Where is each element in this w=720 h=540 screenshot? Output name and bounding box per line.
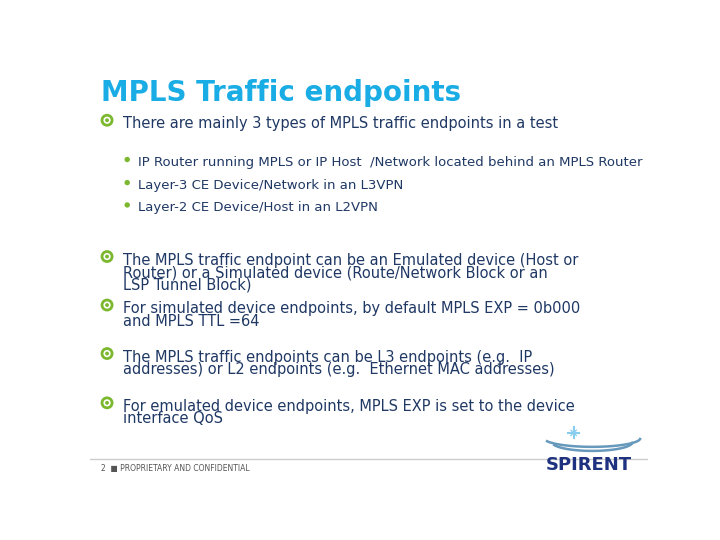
Text: For emulated device endpoints, MPLS EXP is set to the device: For emulated device endpoints, MPLS EXP … [122,399,575,414]
Text: SPIRENT: SPIRENT [545,456,631,474]
Text: Layer-3 CE Device/Network in an L3VPN: Layer-3 CE Device/Network in an L3VPN [138,179,403,192]
Text: The MPLS traffic endpoints can be L3 endpoints (e.g.  IP: The MPLS traffic endpoints can be L3 end… [122,350,532,364]
Text: IP Router running MPLS or IP Host  /Network located behind an MPLS Router: IP Router running MPLS or IP Host /Netwo… [138,156,642,168]
Text: interface QoS: interface QoS [122,411,222,426]
Text: Router) or a Simulated device (Route/Network Block or an: Router) or a Simulated device (Route/Net… [122,265,547,280]
Circle shape [105,352,109,355]
Circle shape [125,180,130,185]
Text: 2  ■ PROPRIETARY AND CONFIDENTIAL: 2 ■ PROPRIETARY AND CONFIDENTIAL [101,464,249,472]
Circle shape [125,157,130,162]
Text: MPLS Traffic endpoints: MPLS Traffic endpoints [101,79,461,107]
Circle shape [105,118,109,122]
Text: LSP Tunnel Block): LSP Tunnel Block) [122,278,251,292]
Circle shape [105,303,109,307]
Text: addresses) or L2 endpoints (e.g.  Ethernet MAC addresses): addresses) or L2 endpoints (e.g. Etherne… [122,362,554,377]
Text: and MPLS TTL =64: and MPLS TTL =64 [122,314,259,328]
Circle shape [125,202,130,208]
Text: Layer-2 CE Device/Host in an L2VPN: Layer-2 CE Device/Host in an L2VPN [138,201,378,214]
Circle shape [105,401,109,405]
Text: For simulated device endpoints, by default MPLS EXP = 0b000: For simulated device endpoints, by defau… [122,301,580,316]
Text: There are mainly 3 types of MPLS traffic endpoints in a test: There are mainly 3 types of MPLS traffic… [122,117,558,131]
Text: The MPLS traffic endpoint can be an Emulated device (Host or: The MPLS traffic endpoint can be an Emul… [122,253,578,268]
Circle shape [105,254,109,259]
